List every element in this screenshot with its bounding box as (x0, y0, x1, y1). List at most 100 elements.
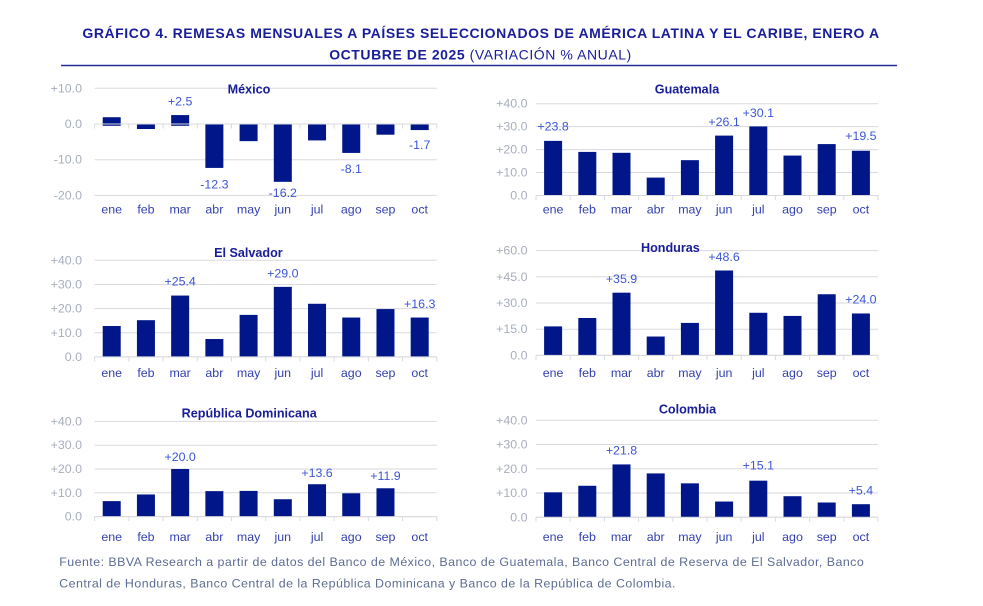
svg-text:Guatemala: Guatemala (655, 82, 720, 96)
svg-text:+20.0: +20.0 (51, 302, 82, 316)
svg-text:+30.0: +30.0 (496, 438, 527, 452)
svg-text:oct: oct (411, 366, 428, 380)
svg-text:+15.0: +15.0 (496, 322, 527, 336)
svg-text:GRÁFICO 4. REMESAS MENSUALES A: GRÁFICO 4. REMESAS MENSUALES A PAÍSES SE… (82, 25, 879, 41)
svg-text:República Dominicana: República Dominicana (182, 407, 318, 421)
svg-text:mar: mar (169, 202, 190, 216)
svg-text:+10.0: +10.0 (51, 326, 82, 340)
svg-text:+45.0: +45.0 (496, 270, 527, 284)
svg-text:Honduras: Honduras (641, 241, 700, 255)
svg-text:Central de Honduras, Banco Cen: Central de Honduras, Banco Central de la… (59, 577, 676, 591)
svg-text:abr: abr (647, 366, 665, 380)
svg-text:oct: oct (853, 530, 870, 544)
svg-text:ago: ago (782, 202, 803, 216)
svg-text:México: México (228, 83, 271, 97)
svg-text:mar: mar (611, 530, 632, 544)
svg-text:jun: jun (274, 530, 292, 544)
svg-text:abr: abr (205, 366, 223, 380)
svg-text:oct: oct (411, 202, 428, 216)
svg-text:jul: jul (751, 202, 764, 216)
svg-text:+2.5: +2.5 (168, 94, 193, 108)
svg-text:ene: ene (101, 202, 122, 216)
svg-text:+10.0: +10.0 (496, 166, 527, 180)
svg-text:may: may (678, 530, 702, 544)
svg-text:0.0: 0.0 (65, 510, 82, 524)
svg-text:+30.0: +30.0 (496, 120, 527, 134)
svg-text:-1.7: -1.7 (409, 138, 430, 152)
svg-text:+30.0: +30.0 (51, 277, 82, 291)
svg-text:+40.0: +40.0 (51, 414, 82, 428)
svg-text:0.0: 0.0 (510, 510, 527, 524)
svg-text:+20.0: +20.0 (164, 450, 195, 464)
svg-text:OCTUBRE DE 2025 (VARIACIÓN % A: OCTUBRE DE 2025 (VARIACIÓN % ANUAL) (329, 46, 632, 62)
svg-text:-16.2: -16.2 (269, 186, 297, 200)
svg-text:+15.1: +15.1 (743, 459, 774, 473)
svg-text:oct: oct (411, 530, 428, 544)
svg-text:sep: sep (375, 202, 395, 216)
svg-text:+25.4: +25.4 (164, 275, 195, 289)
svg-text:+10.0: +10.0 (51, 81, 82, 95)
svg-text:sep: sep (817, 530, 837, 544)
svg-text:+11.9: +11.9 (370, 469, 401, 483)
svg-text:may: may (678, 202, 702, 216)
svg-text:feb: feb (579, 530, 596, 544)
svg-text:jun: jun (715, 366, 733, 380)
svg-text:sep: sep (817, 202, 837, 216)
svg-text:ene: ene (543, 202, 564, 216)
svg-text:+60.0: +60.0 (496, 244, 527, 258)
svg-text:feb: feb (137, 202, 154, 216)
svg-text:ago: ago (782, 366, 803, 380)
svg-text:mar: mar (169, 366, 190, 380)
svg-text:oct: oct (853, 366, 870, 380)
svg-text:+21.8: +21.8 (606, 444, 637, 458)
svg-text:ene: ene (101, 530, 122, 544)
svg-text:feb: feb (137, 530, 154, 544)
svg-text:mar: mar (611, 366, 632, 380)
svg-text:mar: mar (611, 202, 632, 216)
svg-text:+30.1: +30.1 (743, 106, 774, 120)
svg-text:jul: jul (751, 530, 764, 544)
svg-text:-12.3: -12.3 (200, 177, 228, 191)
svg-text:+16.3: +16.3 (404, 297, 435, 311)
svg-text:ene: ene (543, 530, 564, 544)
svg-text:+20.0: +20.0 (51, 462, 82, 476)
svg-text:sep: sep (817, 366, 837, 380)
svg-text:0.0: 0.0 (510, 348, 527, 362)
svg-text:oct: oct (853, 202, 870, 216)
svg-text:jun: jun (715, 202, 733, 216)
svg-text:+23.8: +23.8 (537, 119, 568, 133)
svg-text:abr: abr (647, 202, 665, 216)
svg-text:ago: ago (341, 530, 362, 544)
svg-text:Colombia: Colombia (659, 402, 717, 416)
svg-text:Fuente: BBVA Research a partir: Fuente: BBVA Research a partir de datos … (59, 555, 864, 569)
svg-text:+29.0: +29.0 (267, 266, 298, 280)
svg-text:may: may (237, 530, 261, 544)
svg-text:jul: jul (310, 366, 323, 380)
svg-text:jul: jul (310, 530, 323, 544)
svg-text:ago: ago (341, 366, 362, 380)
svg-text:may: may (237, 366, 261, 380)
svg-text:jun: jun (274, 366, 292, 380)
svg-text:+20.0: +20.0 (496, 143, 527, 157)
svg-text:+10.0: +10.0 (496, 486, 527, 500)
svg-text:El Salvador: El Salvador (214, 246, 283, 260)
svg-text:+26.1: +26.1 (708, 115, 739, 129)
svg-text:+13.6: +13.6 (301, 466, 332, 480)
svg-text:+5.4: +5.4 (849, 483, 874, 497)
svg-text:ene: ene (101, 366, 122, 380)
svg-text:-10.0: -10.0 (54, 153, 82, 167)
svg-text:may: may (237, 202, 261, 216)
svg-text:ago: ago (341, 202, 362, 216)
svg-text:0.0: 0.0 (510, 189, 527, 203)
svg-text:ago: ago (782, 530, 803, 544)
svg-text:feb: feb (579, 202, 596, 216)
svg-text:+24.0: +24.0 (845, 292, 876, 306)
svg-text:jul: jul (310, 202, 323, 216)
svg-text:sep: sep (375, 366, 395, 380)
svg-text:jun: jun (715, 530, 733, 544)
svg-text:-20.0: -20.0 (54, 188, 82, 202)
svg-text:+30.0: +30.0 (51, 438, 82, 452)
svg-text:0.0: 0.0 (65, 117, 82, 131)
svg-text:+19.5: +19.5 (845, 129, 876, 143)
svg-text:feb: feb (137, 366, 154, 380)
